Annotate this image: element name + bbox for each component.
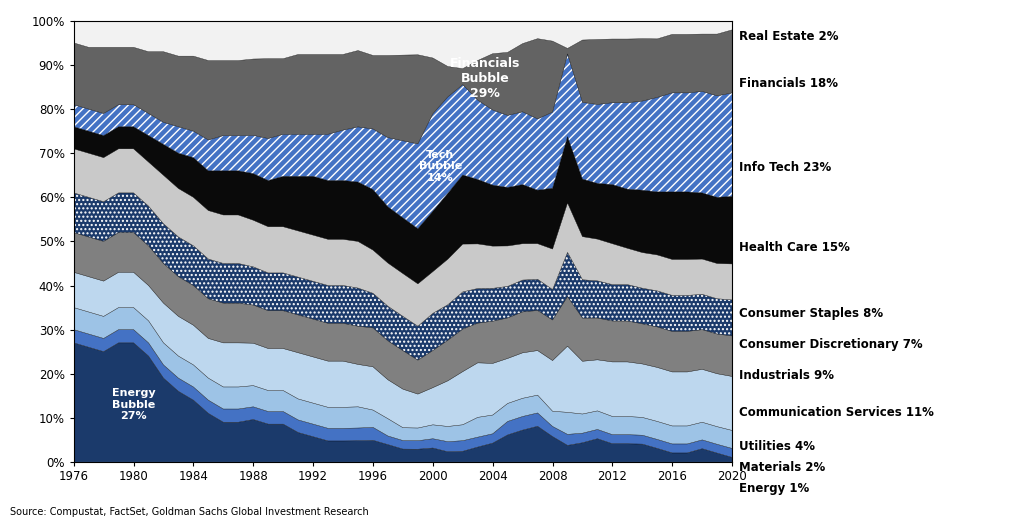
Text: Energy
Bubble
27%: Energy Bubble 27% xyxy=(112,388,156,421)
Text: Energy 1%: Energy 1% xyxy=(739,482,810,494)
Text: Info Tech 23%: Info Tech 23% xyxy=(739,161,831,173)
Text: Consumer Staples 8%: Consumer Staples 8% xyxy=(739,307,884,319)
Text: Financials 18%: Financials 18% xyxy=(739,77,839,90)
Text: Materials 2%: Materials 2% xyxy=(739,461,825,473)
Text: Communication Services 11%: Communication Services 11% xyxy=(739,406,934,419)
Text: Health Care 15%: Health Care 15% xyxy=(739,242,850,254)
Text: Source: Compustat, FactSet, Goldman Sachs Global Investment Research: Source: Compustat, FactSet, Goldman Sach… xyxy=(10,507,369,517)
Text: Real Estate 2%: Real Estate 2% xyxy=(739,30,839,43)
Text: Financials
Bubble
29%: Financials Bubble 29% xyxy=(451,57,520,100)
Text: Tech
Bubble
14%: Tech Bubble 14% xyxy=(419,150,462,183)
Text: Consumer Discretionary 7%: Consumer Discretionary 7% xyxy=(739,338,923,351)
Text: Industrials 9%: Industrials 9% xyxy=(739,370,835,382)
Text: Utilities 4%: Utilities 4% xyxy=(739,440,815,453)
